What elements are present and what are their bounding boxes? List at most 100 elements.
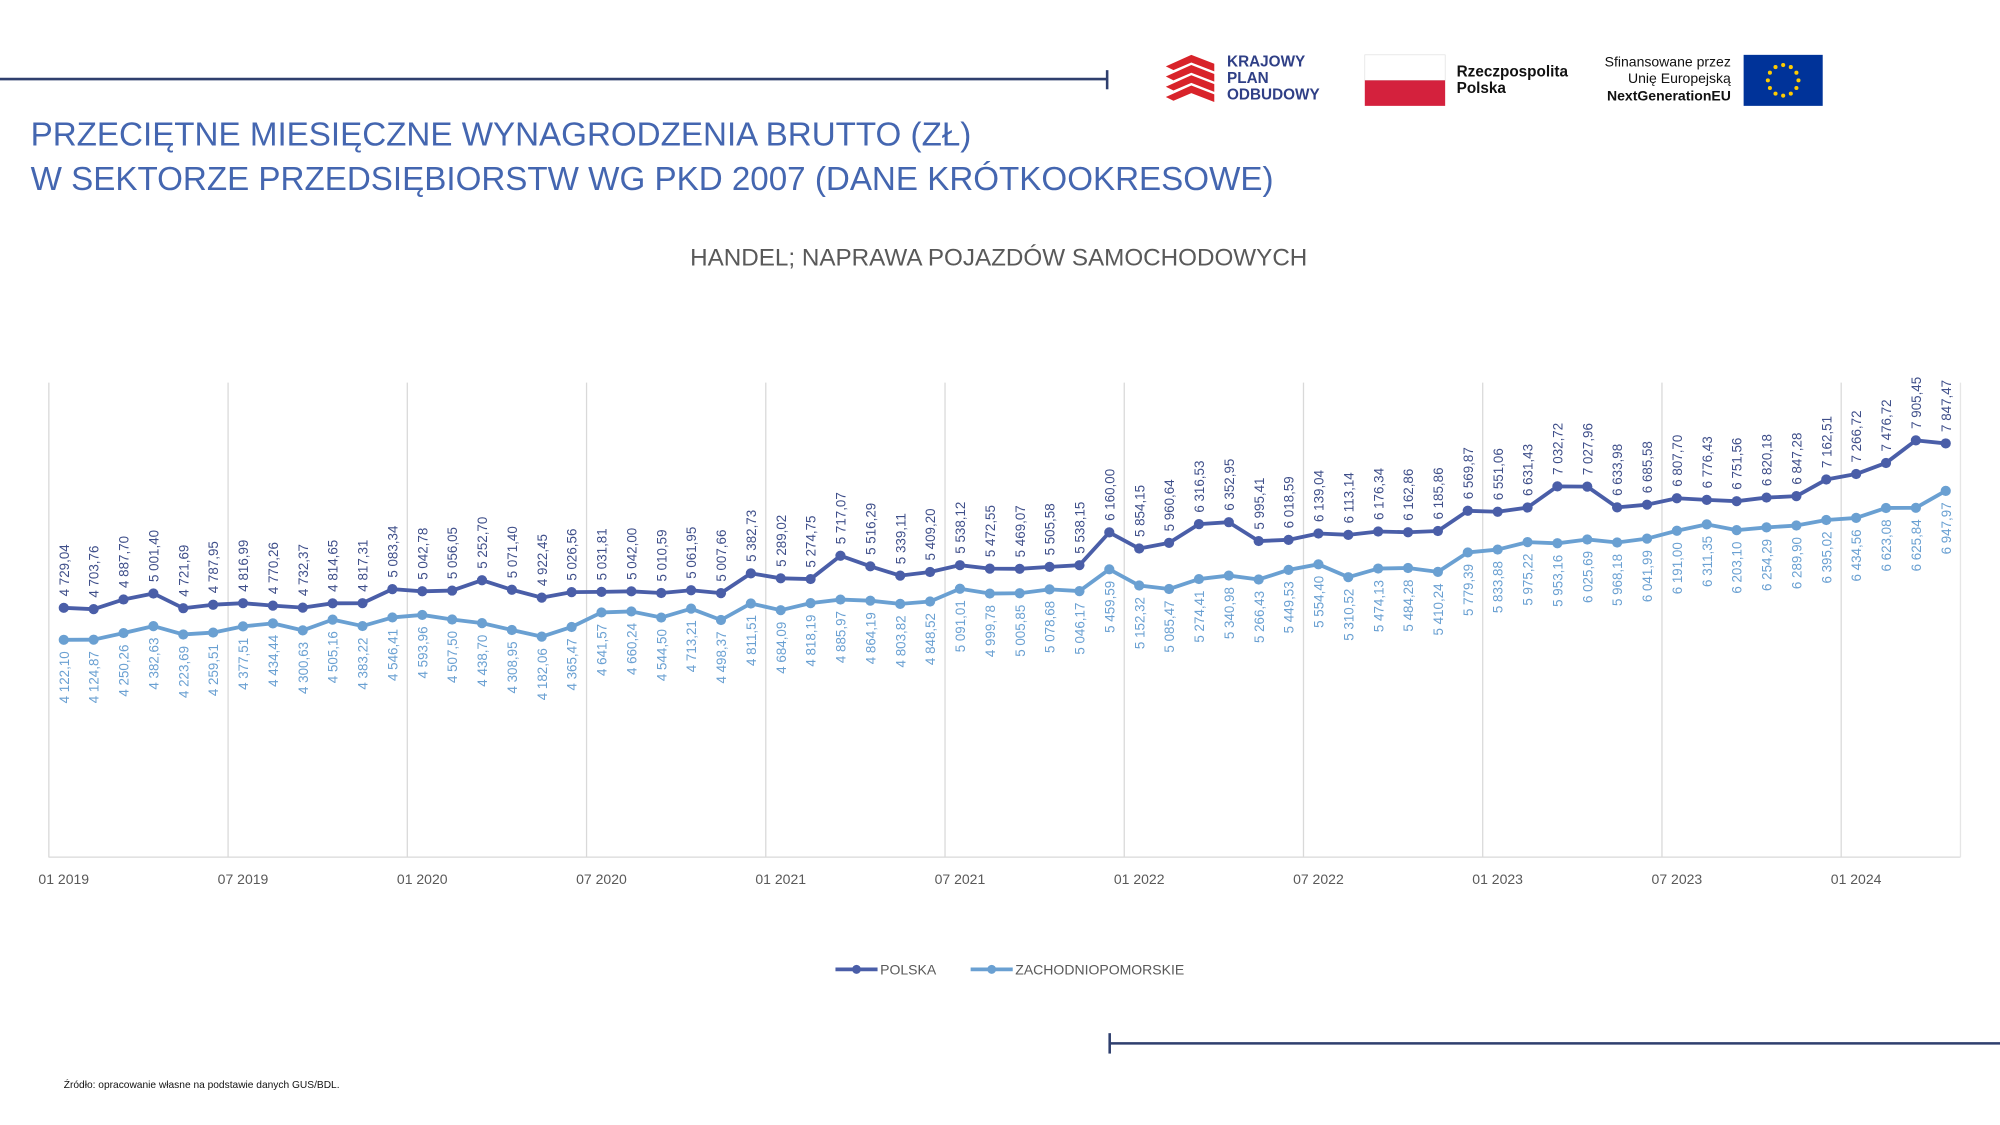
point (1462, 505, 1473, 516)
value-label: 5 717,07 (834, 492, 849, 544)
value-label: 5 409,20 (923, 508, 938, 560)
value-label: 5 469,07 (1013, 505, 1028, 557)
value-label: 4 182,06 (535, 648, 550, 700)
eu-star (1773, 65, 1778, 70)
point (1193, 573, 1205, 585)
point (1014, 588, 1025, 599)
point (924, 566, 936, 578)
point (1821, 514, 1832, 526)
point (1313, 559, 1324, 570)
value-label: 6 947,97 (1939, 502, 1954, 554)
point (984, 563, 995, 574)
point (1851, 468, 1862, 480)
point (984, 588, 995, 599)
value-label: 7 905,45 (1909, 377, 1924, 429)
value-label: 5 289,02 (774, 515, 789, 567)
value-label: 5 854,15 (1132, 485, 1147, 537)
value-label: 6 751,56 (1730, 438, 1745, 490)
kpo-icon (1165, 54, 1215, 103)
eu-star (1781, 93, 1786, 98)
point (895, 598, 906, 609)
point (476, 575, 488, 586)
point (805, 573, 816, 585)
value-label: 5 026,56 (565, 529, 580, 581)
value-label: 4 814,65 (326, 540, 341, 592)
page-title: PRZECIĘTNE MIESIĘCZNE WYNAGRODZENIA BRUT… (31, 116, 972, 153)
point (267, 600, 278, 611)
value-label: 5 382,73 (744, 510, 759, 562)
value-label: 5 010,59 (654, 529, 669, 581)
point (1701, 494, 1712, 505)
point (237, 598, 249, 609)
point (685, 585, 697, 596)
value-label: 4 223,69 (176, 646, 191, 698)
point (1612, 502, 1623, 513)
value-label: 5 472,55 (983, 505, 998, 557)
value-label: 4 546,41 (385, 629, 400, 681)
value-label: 4 498,37 (714, 631, 729, 683)
point (536, 631, 547, 642)
plot: 01 2019 07 2019 01 2020 07 2020 01 2021 07 20… (38, 377, 1962, 977)
point (1761, 492, 1772, 503)
value-label: 6 176,34 (1371, 467, 1386, 520)
value-label: 5 061,95 (684, 527, 699, 579)
x-tick-label: 07 2020 (576, 871, 627, 887)
point (1044, 561, 1055, 572)
value-label: 6 633,98 (1610, 444, 1625, 496)
point (1462, 547, 1473, 558)
value-label: 4 864,19 (863, 612, 878, 664)
point (1552, 481, 1563, 492)
eu-text: Sfinansowane przez (1605, 53, 1731, 69)
value-label: 4 122,10 (57, 651, 72, 703)
point (1343, 529, 1354, 540)
point (715, 588, 727, 599)
value-label: 4 593,96 (415, 626, 430, 678)
point (924, 596, 936, 607)
eu-star (1773, 91, 1778, 96)
value-label: 5 953,16 (1551, 555, 1566, 607)
eu-star (1788, 91, 1793, 96)
point (118, 627, 129, 639)
point (58, 634, 69, 645)
point (58, 602, 69, 613)
point (237, 621, 249, 632)
point (1910, 435, 1921, 446)
point (178, 629, 189, 640)
value-label: 5 042,00 (624, 528, 639, 580)
value-label: 4 922,45 (535, 534, 550, 586)
eu-stars (1765, 63, 1801, 98)
value-label: 4 848,52 (923, 613, 938, 665)
value-label: 4 300,63 (296, 642, 311, 694)
eu-star (1796, 78, 1801, 83)
value-label: 6 139,04 (1312, 469, 1327, 522)
value-label: 5 152,32 (1132, 597, 1147, 649)
point (357, 620, 368, 632)
point (865, 595, 876, 606)
point (656, 587, 667, 599)
value-label: 7 266,72 (1849, 410, 1864, 462)
point (1522, 502, 1533, 513)
point (1492, 506, 1503, 517)
value-label: 6 254,29 (1760, 539, 1775, 591)
source-note: Źródło: opracowanie własne na podstawie … (64, 1078, 340, 1091)
value-label: 4 308,95 (505, 641, 520, 693)
x-tick-label: 07 2022 (1293, 871, 1344, 887)
value-label: 6 018,59 (1282, 476, 1297, 528)
value-label: 7 027,96 (1580, 423, 1595, 475)
value-label: 4 434,44 (266, 634, 281, 687)
point (327, 598, 338, 609)
value-label: 6 569,87 (1461, 447, 1476, 499)
value-label: 7 476,72 (1879, 399, 1894, 451)
point (596, 607, 607, 618)
value-label: 5 449,53 (1282, 581, 1297, 633)
value-label: 5 007,66 (714, 530, 729, 582)
value-label: 4 259,51 (206, 644, 221, 696)
rp-logo: Rzeczpospolita Polska (1364, 54, 1568, 106)
value-label: 4 507,50 (445, 631, 460, 683)
value-label: 5 833,88 (1491, 561, 1506, 613)
eu-star (1781, 63, 1786, 68)
value-label: 6 352,95 (1222, 459, 1237, 511)
value-label: 5 474,13 (1371, 580, 1386, 632)
point (1223, 517, 1234, 528)
point (1880, 502, 1892, 514)
